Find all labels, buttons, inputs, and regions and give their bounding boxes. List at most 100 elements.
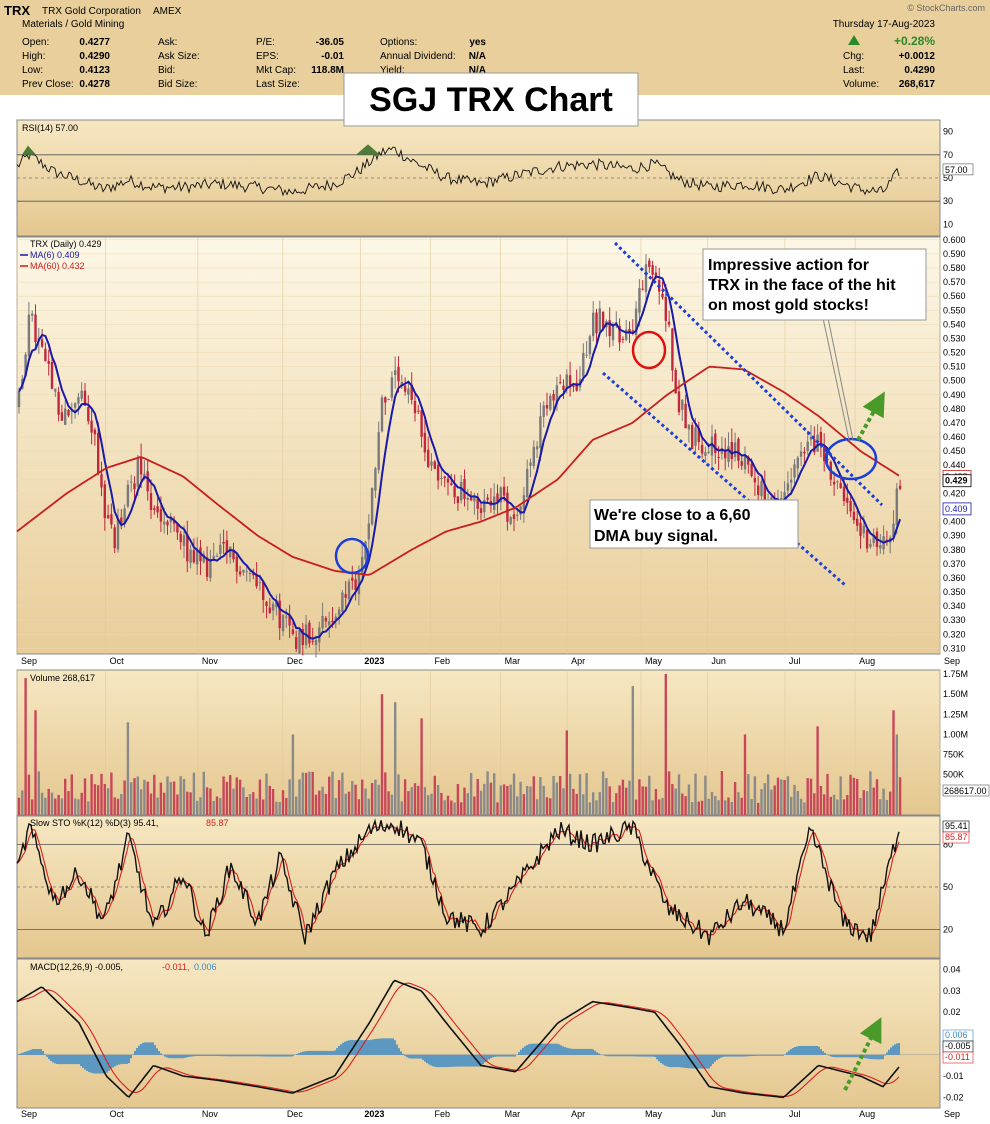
macd-hist-bar	[134, 1050, 136, 1055]
macd-arrow	[843, 1017, 882, 1091]
price-tick-label: 0.370	[943, 559, 966, 569]
macd-hist-bar	[632, 1054, 634, 1057]
volume-bar	[638, 779, 641, 815]
macd-hist-bar	[338, 1046, 340, 1055]
volume-bar	[209, 788, 212, 815]
volume-bar	[743, 734, 747, 815]
volume-bar	[321, 786, 324, 815]
candle-body	[311, 640, 314, 642]
candle-body	[50, 361, 54, 389]
macd-hist-bar	[220, 1054, 222, 1057]
macd-hist-bar	[424, 1054, 426, 1062]
macd-hist-bar	[282, 1054, 284, 1057]
macd-hist-bar	[798, 1046, 800, 1055]
macd-hist-bar	[624, 1054, 626, 1057]
candle-body	[265, 601, 268, 606]
macd-hist-bar	[174, 1054, 176, 1059]
price-tick-label: 0.570	[943, 277, 966, 287]
volume-bar	[172, 781, 176, 815]
macd-hist-bar	[892, 1045, 894, 1055]
macd-hist-bar	[456, 1054, 458, 1067]
candle-body	[512, 514, 516, 519]
candle-body	[394, 370, 397, 376]
price-tick-label: 0.550	[943, 305, 966, 315]
month-label: Apr	[571, 656, 585, 666]
volume-bar	[562, 788, 565, 815]
macd-hist-bar	[48, 1054, 50, 1060]
volume-bar	[763, 783, 766, 815]
volume-bar	[83, 778, 87, 815]
macd-hist-bar	[886, 1052, 888, 1055]
volume-bar	[229, 775, 232, 815]
macd-hist-bar	[676, 1054, 678, 1068]
macd-hist-bar	[390, 1038, 392, 1055]
volume-bar	[644, 786, 648, 815]
rsi-panel: 90 70 50 30 10 RSI(14) 57.00 57.00	[16, 119, 974, 237]
candle-body	[110, 514, 113, 525]
quote-label: Bid:	[158, 65, 175, 76]
macd-line	[16, 979, 900, 1099]
month-label: Jul	[789, 656, 801, 666]
macd-hist-bar	[288, 1054, 290, 1057]
macd-signal-line	[16, 982, 900, 1098]
macd-hist-bar	[464, 1054, 466, 1067]
volume-bar	[493, 773, 496, 815]
candle-body	[799, 451, 803, 457]
candle-body	[783, 492, 786, 501]
macd-hist-bar	[556, 1043, 558, 1055]
candle-body	[555, 385, 559, 405]
macd-hist-bar	[818, 1046, 820, 1055]
volume-bar	[872, 787, 875, 815]
candle-body	[717, 456, 720, 458]
price-tick-label: 0.460	[943, 432, 966, 442]
candle-body	[575, 382, 578, 391]
macd-hist-bar	[358, 1040, 360, 1055]
volume-bar	[189, 792, 192, 815]
quote-value: 268,617	[899, 79, 936, 90]
rsi-tick-label: 30	[943, 196, 953, 206]
volume-bar	[502, 784, 506, 815]
macd-hist-bar	[372, 1039, 374, 1055]
macd-hist-bar	[314, 1050, 316, 1055]
macd-hist-bar	[286, 1054, 288, 1057]
volume-bar	[575, 793, 578, 815]
macd-hist-bar	[214, 1054, 216, 1056]
macd-hist-bar	[594, 1050, 596, 1055]
callout-pointer	[822, 317, 850, 441]
macd-hist-bar	[712, 1054, 714, 1064]
rsi-overbought-fill	[22, 145, 36, 155]
volume-bar	[222, 776, 225, 815]
macd-hist-bar	[120, 1054, 122, 1065]
macd-hist-bar	[760, 1054, 762, 1056]
candle-body	[661, 293, 664, 298]
volume-bar	[133, 778, 136, 815]
macd-hist-bar	[634, 1054, 636, 1057]
volume-bar	[298, 779, 301, 815]
rsi-tick-label: 70	[943, 150, 953, 160]
candle-body	[842, 486, 846, 502]
macd-hist-bar	[606, 1054, 608, 1057]
macd-hist-bar	[576, 1048, 578, 1055]
panel-background	[16, 958, 941, 1109]
macd-hist-bar	[764, 1054, 766, 1056]
macd-hist-bar	[718, 1054, 720, 1059]
candle-body	[271, 603, 275, 611]
candle-body	[456, 496, 460, 504]
candle-body	[113, 527, 116, 549]
macd-hist-bar	[838, 1054, 840, 1058]
volume-bar	[691, 802, 694, 815]
volume-bar	[318, 790, 321, 815]
quote-label: Last:	[843, 65, 865, 76]
macd-hist-bar	[124, 1054, 126, 1064]
macd-hist-bar	[274, 1054, 276, 1057]
macd-hist-bar	[608, 1054, 610, 1057]
month-label: Oct	[110, 656, 125, 666]
macd-hist-bar	[564, 1047, 566, 1055]
volume-bar	[427, 795, 430, 815]
volume-bar	[182, 778, 186, 815]
candle-body	[733, 442, 737, 457]
macd-hist-bar	[200, 1054, 202, 1056]
volume-bar	[54, 798, 57, 815]
candle-body	[24, 354, 27, 377]
candle-body	[77, 397, 80, 404]
